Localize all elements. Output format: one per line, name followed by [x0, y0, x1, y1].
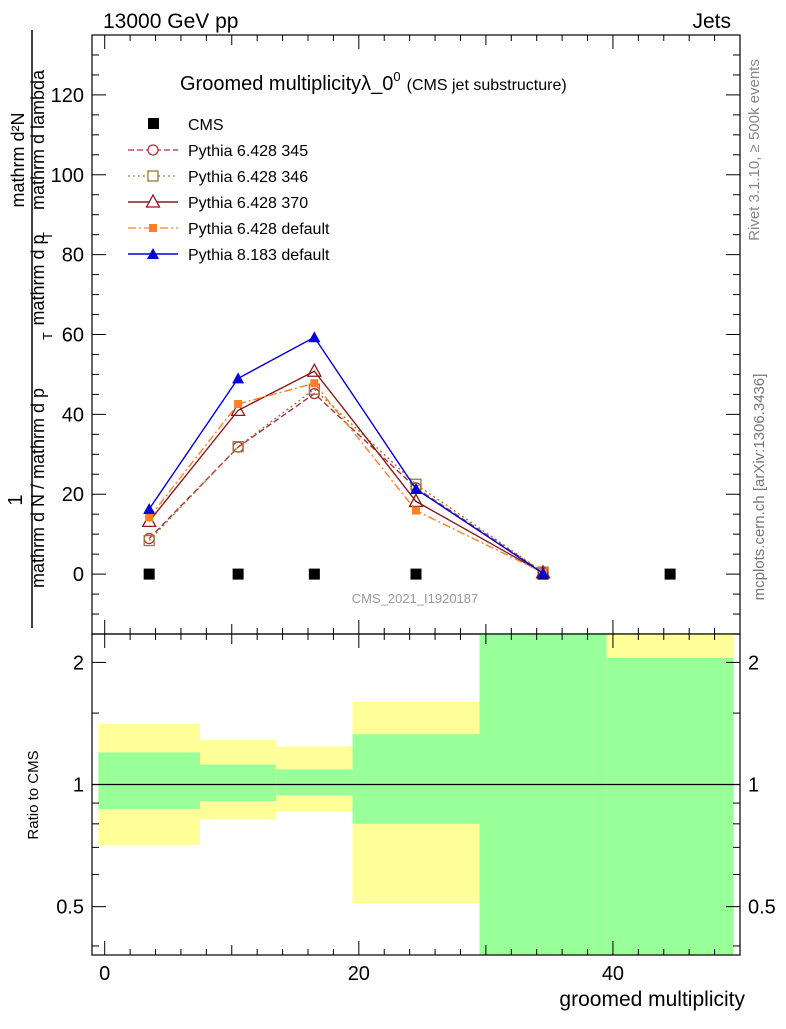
series-p8default [143, 331, 550, 579]
legend-label-p6default: Pythia 6.428 default [188, 221, 330, 238]
ratio-band-inner-5 [606, 658, 734, 955]
point-p370-2 [306, 362, 322, 377]
legend-entry-p6default: Pythia 6.428 default [128, 221, 330, 238]
series-line-p370 [148, 370, 544, 574]
point-p346-1 [232, 441, 244, 453]
ratio-band-inner-3 [352, 734, 480, 824]
legend-entry-cms: CMS [148, 117, 224, 134]
series-line-p6default [148, 382, 544, 574]
x-axis-label: groomed multiplicity [559, 988, 745, 1011]
ratio-y-axis-label: Ratio to CMS [25, 750, 42, 839]
ylabel-denominator: mathrm d N / mathrm d p [28, 388, 48, 588]
point-cms-5 [664, 568, 676, 580]
point-p8default-1 [232, 372, 245, 384]
x-tick-label-20: 20 [348, 963, 370, 985]
header-energy: 13000 GeV pp [103, 10, 238, 33]
main-series [141, 331, 676, 580]
ratio-band-inner-1 [200, 764, 277, 802]
ylabel-denominator-sub: T [40, 332, 55, 340]
point-p6default-1 [234, 399, 243, 408]
x-tick-label-0: 0 [99, 963, 110, 985]
main-ytick-label-100: 100 [51, 165, 84, 187]
point-cms-3 [410, 568, 422, 580]
ratio-ytick-label-right-2: 2 [748, 652, 759, 674]
main-ytick-label-0: 0 [73, 564, 84, 586]
main-ytick-label-60: 60 [62, 325, 84, 347]
legend-label-p345: Pythia 6.428 345 [188, 143, 308, 160]
point-cms-0 [143, 568, 155, 580]
plot-subtitle: (CMS jet substructure) [407, 77, 567, 94]
plot-title-sup: 0 [393, 69, 400, 84]
ratio-axes: 0.5 0.51 12 20 20 40 [56, 633, 776, 985]
series-p6default [145, 379, 548, 577]
point-p370-1 [230, 402, 246, 417]
point-p6default-2 [310, 379, 319, 388]
point-p370-3 [408, 493, 424, 508]
ratio-ytick-label-right-1: 1 [748, 775, 759, 797]
legend-marker-p346 [147, 170, 159, 182]
legend-entry-p345: Pythia 6.428 345 [128, 143, 308, 160]
ylabel-denominator-tail: mathrm d lambda [28, 69, 48, 210]
ratio-frame [91, 633, 741, 956]
legend-label-p370: Pythia 6.428 370 [188, 195, 308, 212]
main-y-axis-label: 1 mathrm d²N mathrm d N / mathrm d p T m… [5, 30, 55, 628]
series-p345 [143, 387, 549, 579]
plot-title-main: Groomed multiplicityλ_0 [180, 73, 393, 95]
main-ytick-label-20: 20 [62, 484, 84, 506]
x-tick-label-40: 40 [602, 963, 624, 985]
header-category: Jets [692, 10, 731, 33]
legend-marker-p8default [147, 248, 159, 259]
series-line-p345 [148, 392, 544, 574]
point-cms-2 [308, 568, 320, 580]
point-p8default-0 [143, 503, 156, 515]
point-p6default-0 [145, 513, 154, 522]
ratio-bands [98, 634, 734, 955]
series-p346 [143, 383, 549, 578]
point-p346-0 [143, 534, 155, 547]
ylabel-numerator: 1 [5, 494, 27, 505]
legend-label-p346: Pythia 6.428 346 [188, 169, 308, 186]
plot-title: Groomed multiplicityλ_00 (CMS jet substru… [180, 69, 567, 95]
point-p8default-3 [410, 483, 422, 495]
ratio-band-inner-0 [98, 752, 200, 810]
legend-marker-p345 [147, 144, 159, 156]
main-ytick-label-80: 80 [62, 245, 84, 267]
ratio-band-inner-2 [276, 769, 353, 796]
legend: CMS Pythia 6.428 345 Pythia 6.428 346 Py… [128, 117, 330, 264]
point-cms-1 [232, 568, 244, 580]
ratio-ytick-label-left-0: 0.5 [56, 897, 84, 919]
mcplots-label: mcplots.cern.ch [arXiv:1306.3436] [751, 374, 768, 601]
main-ytick-label-120: 120 [51, 85, 84, 107]
rivet-label: Rivet 3.1.10, ≥ 500k events [746, 59, 763, 241]
series-line-p8default [148, 336, 544, 574]
ratio-ytick-label-right-0: 0.5 [748, 897, 776, 919]
ratio-band-inner-4 [479, 634, 607, 955]
legend-marker-cms [148, 118, 159, 129]
legend-marker-p370 [145, 193, 161, 208]
ylabel-numerator-d2n: mathrm d²N [8, 112, 28, 207]
ratio-ytick-label-left-2: 2 [73, 652, 84, 674]
series-line-p346 [148, 388, 544, 573]
ylabel-denominator-mid: mathrm d p [28, 234, 48, 325]
ratio-ytick-label-left-1: 1 [73, 775, 84, 797]
point-p8default-4 [537, 567, 550, 579]
legend-entry-p346: Pythia 6.428 346 [128, 169, 308, 186]
main-ytick-label-40: 40 [62, 404, 84, 426]
legend-entry-p8default: Pythia 8.183 default [128, 247, 330, 264]
legend-marker-p6default [149, 224, 157, 232]
point-p8default-2 [308, 331, 321, 343]
legend-entry-p370: Pythia 6.428 370 [128, 193, 308, 212]
series-cms [143, 568, 676, 580]
legend-label-cms: CMS [188, 117, 224, 134]
analysis-watermark: CMS_2021_I1920187 [352, 591, 479, 606]
legend-label-p8default: Pythia 8.183 default [188, 247, 330, 264]
point-p6default-3 [412, 506, 420, 515]
ylabel-denominator-mid-sub: T [40, 232, 55, 240]
